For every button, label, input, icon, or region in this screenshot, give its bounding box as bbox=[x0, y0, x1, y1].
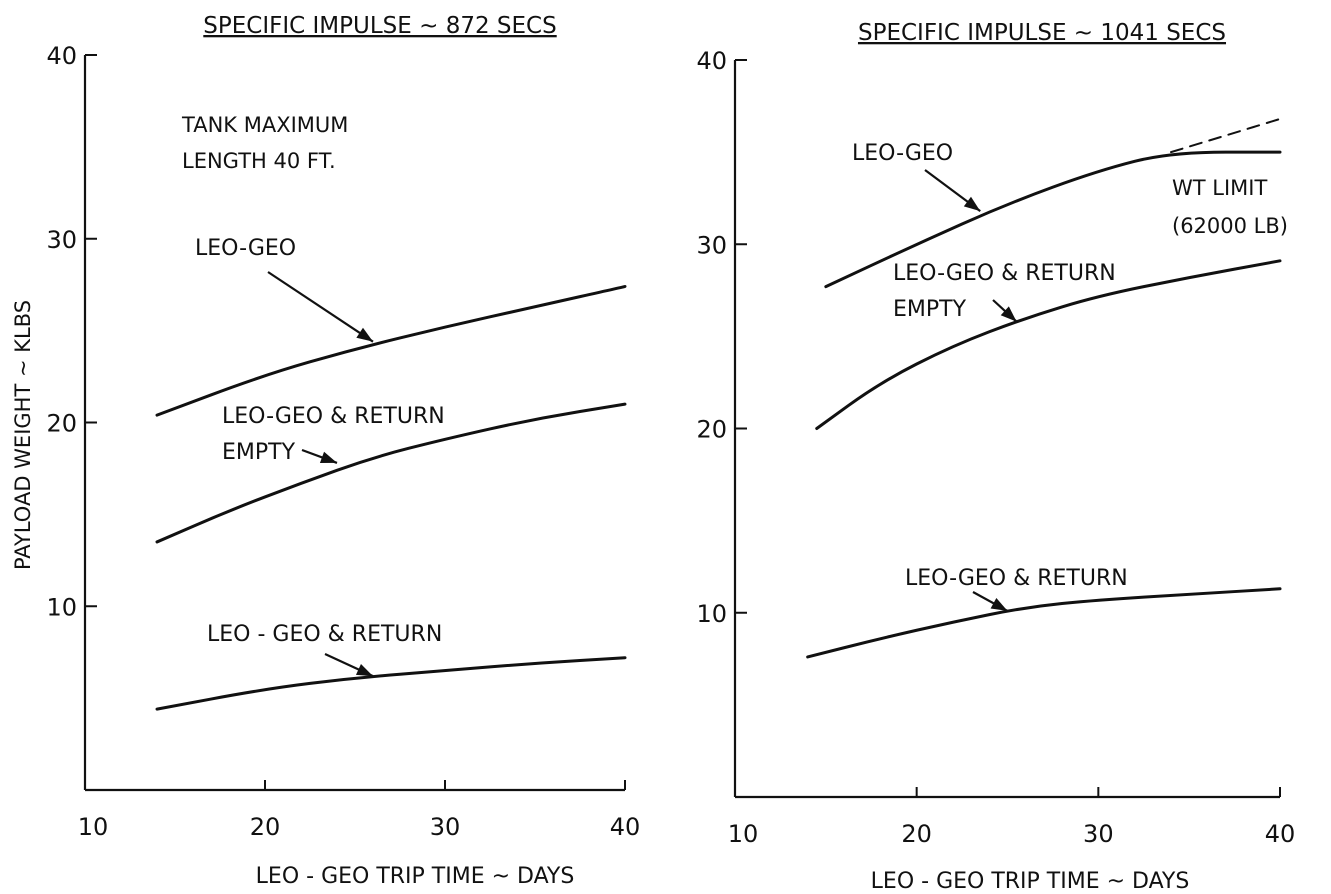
left-annotation-label: LEO-GEO bbox=[195, 236, 296, 261]
left-y-tick-label: 40 bbox=[46, 42, 77, 70]
right-series-leo-geo-return bbox=[806, 587, 1282, 659]
right-x-tick-label: 40 bbox=[1265, 820, 1296, 848]
left-y-tick-label: 20 bbox=[46, 410, 77, 438]
left-annotation-label: LEO-GEO & RETURN bbox=[222, 404, 445, 429]
right-series-leo-geo-above-wt-limit bbox=[1170, 117, 1281, 154]
right-annotation-label: EMPTY bbox=[893, 297, 967, 322]
right-series-leo-geo bbox=[824, 150, 1282, 289]
right-y-tick-label: 40 bbox=[696, 47, 727, 75]
chart-left: SPECIFIC IMPULSE ~ 872 SECS PAYLOAD WEIG… bbox=[11, 13, 640, 889]
right-y-tick-label: 10 bbox=[696, 600, 727, 628]
left-annotation-arrowhead bbox=[319, 451, 337, 464]
chart-left-ylabel: PAYLOAD WEIGHT ~ KLBS bbox=[11, 300, 35, 570]
left-series-leo-geo-return bbox=[155, 656, 627, 711]
left-y-tick-label: 10 bbox=[46, 593, 77, 621]
chart-right-title: SPECIFIC IMPULSE ~ 1041 SECS bbox=[858, 20, 1226, 46]
chart-left-note-line2: LENGTH 40 FT. bbox=[182, 149, 336, 173]
chart-right: SPECIFIC IMPULSE ~ 1041 SECS LEO - GEO T… bbox=[696, 20, 1295, 894]
left-x-tick-label: 30 bbox=[430, 813, 461, 841]
right-annotation-label: LEO-GEO & RETURN bbox=[893, 261, 1116, 286]
right-x-tick-label: 30 bbox=[1083, 820, 1114, 848]
chart-left-title: SPECIFIC IMPULSE ~ 872 SECS bbox=[203, 13, 556, 39]
left-annotation-arrowhead bbox=[355, 663, 373, 677]
right-x-tick-label: 10 bbox=[728, 820, 759, 848]
chart-right-xlabel: LEO - GEO TRIP TIME ~ DAYS bbox=[871, 869, 1190, 894]
left-x-tick-label: 20 bbox=[250, 813, 281, 841]
right-annotation-arrowhead bbox=[1000, 306, 1017, 322]
chart-left-note-line1: TANK MAXIMUM bbox=[181, 113, 348, 137]
right-series-leo-geo-return-empty bbox=[815, 259, 1282, 430]
chart-left-xlabel: LEO - GEO TRIP TIME ~ DAYS bbox=[256, 864, 575, 889]
right-y-tick-label: 20 bbox=[696, 416, 727, 444]
left-annotation-arrow bbox=[267, 271, 374, 343]
right-annotation-arrowhead bbox=[963, 196, 981, 212]
right-annotation-label: LEO-GEO bbox=[852, 141, 953, 166]
right-annotation-label: LEO-GEO & RETURN bbox=[905, 566, 1128, 591]
left-y-tick-label: 30 bbox=[46, 226, 77, 254]
left-series-leo-geo-return-empty bbox=[155, 402, 627, 544]
left-x-tick-label: 40 bbox=[610, 813, 641, 841]
wt-limit-label-line1: WT LIMIT bbox=[1172, 176, 1267, 200]
right-y-tick-label: 30 bbox=[696, 231, 727, 259]
wt-limit-label-line2: (62000 LB) bbox=[1172, 214, 1288, 238]
right-annotation-arrowhead bbox=[990, 597, 1008, 611]
left-x-tick-label: 10 bbox=[78, 813, 109, 841]
left-annotation-label: LEO - GEO & RETURN bbox=[207, 622, 442, 647]
right-x-tick-label: 20 bbox=[901, 820, 932, 848]
left-series-leo-geo bbox=[155, 285, 627, 417]
left-annotation-label: EMPTY bbox=[222, 440, 296, 465]
left-annotation-arrowhead bbox=[356, 327, 373, 342]
